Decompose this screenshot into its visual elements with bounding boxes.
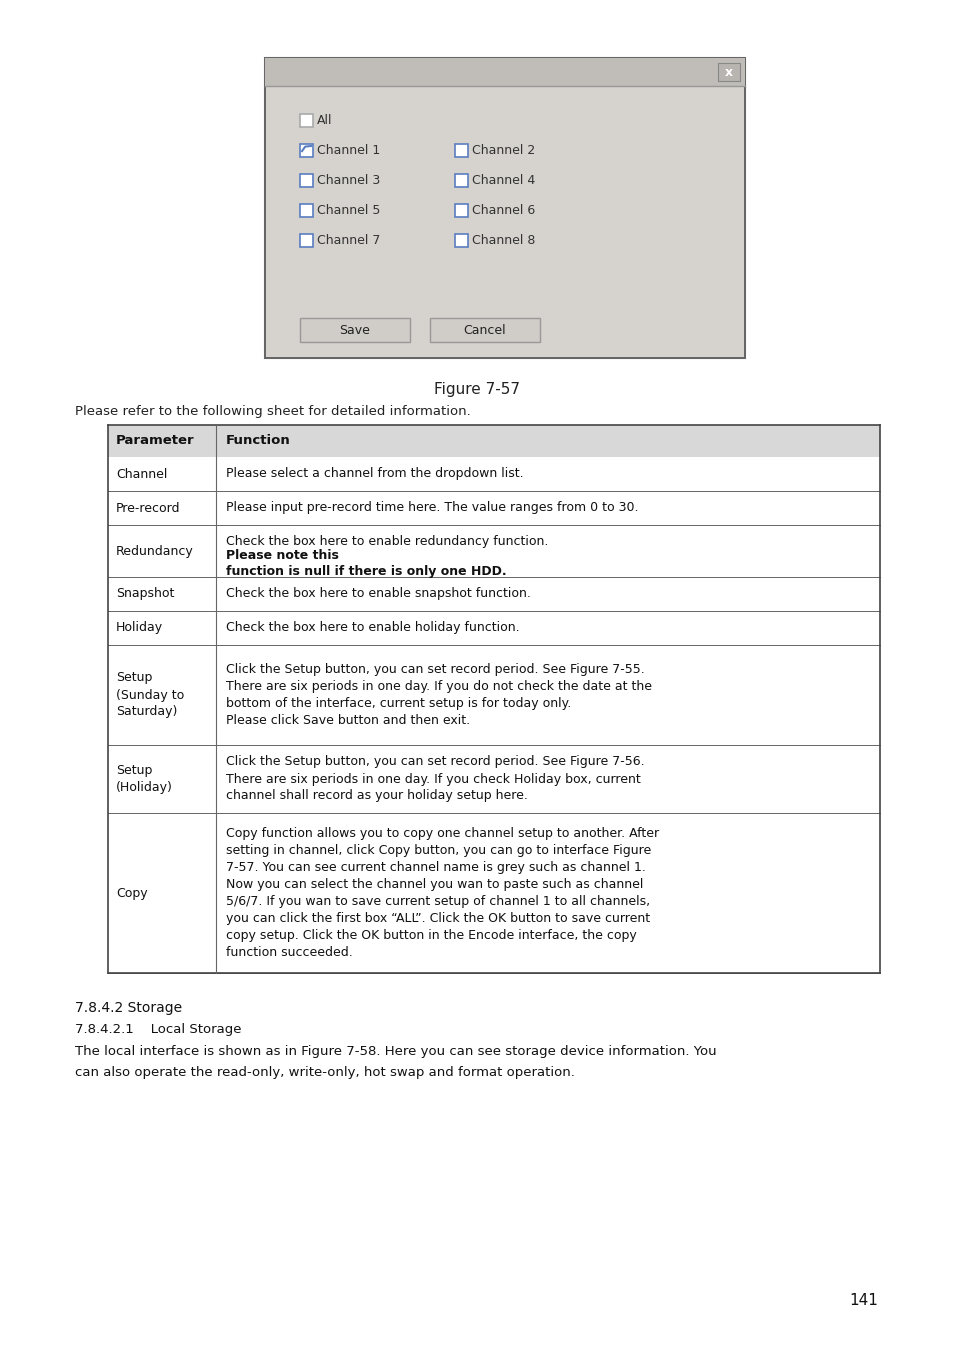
Text: Pre-record: Pre-record (116, 501, 180, 514)
Bar (108, 745, 879, 813)
Bar (299, 234, 313, 247)
Text: Please select a channel from the dropdown list.: Please select a channel from the dropdow… (226, 467, 523, 481)
Bar (455, 234, 468, 247)
Text: Please input pre-record time here. The value ranges from 0 to 30.: Please input pre-record time here. The v… (226, 501, 638, 514)
Bar (299, 144, 313, 157)
Bar (718, 63, 740, 81)
Text: 141: 141 (848, 1293, 877, 1308)
Text: Parameter: Parameter (116, 435, 194, 447)
Bar (108, 458, 879, 491)
Bar (455, 174, 468, 188)
Text: Click the Setup button, you can set record period. See Figure 7-55.
There are si: Click the Setup button, you can set reco… (226, 663, 651, 728)
Bar (265, 58, 744, 358)
Text: Save: Save (339, 324, 370, 336)
Bar (265, 58, 744, 86)
Text: Please refer to the following sheet for detailed information.: Please refer to the following sheet for … (75, 405, 470, 418)
Text: Channel 5: Channel 5 (316, 204, 380, 217)
Text: Channel 6: Channel 6 (472, 204, 535, 217)
Bar (108, 645, 879, 745)
Text: Redundancy: Redundancy (116, 544, 193, 558)
Bar (455, 144, 468, 157)
Bar (299, 204, 313, 217)
Bar (455, 204, 468, 217)
Bar (430, 319, 539, 342)
Bar (108, 491, 879, 525)
Text: Channel 7: Channel 7 (316, 234, 380, 247)
Text: Figure 7-57: Figure 7-57 (434, 382, 519, 397)
Text: Click the Setup button, you can set record period. See Figure 7-56.
There are si: Click the Setup button, you can set reco… (226, 756, 644, 802)
Text: Channel 3: Channel 3 (316, 174, 380, 188)
Text: Channel 2: Channel 2 (472, 144, 535, 157)
Bar (108, 612, 879, 645)
Text: Check the box here to enable holiday function.: Check the box here to enable holiday fun… (226, 621, 519, 634)
Text: Function: Function (226, 435, 291, 447)
Bar (108, 813, 879, 973)
Text: Please note this
function is null if there is only one HDD.: Please note this function is null if the… (226, 549, 506, 579)
Text: Holiday: Holiday (116, 621, 163, 634)
Bar (299, 113, 313, 127)
Text: Channel 4: Channel 4 (472, 174, 535, 188)
Text: Setup
(Sunday to
Saturday): Setup (Sunday to Saturday) (116, 671, 184, 718)
Text: Snapshot: Snapshot (116, 587, 174, 601)
Text: Channel 1: Channel 1 (316, 144, 380, 157)
Text: Channel: Channel (116, 467, 167, 481)
Bar (108, 525, 879, 576)
Bar (108, 425, 879, 458)
Bar (299, 174, 313, 188)
Bar (108, 576, 879, 612)
Text: Check the box here to enable snapshot function.: Check the box here to enable snapshot fu… (226, 587, 530, 601)
Text: Copy: Copy (116, 887, 148, 899)
Text: Copy function allows you to copy one channel setup to another. After
setting in : Copy function allows you to copy one cha… (226, 828, 659, 958)
Text: The local interface is shown as in Figure 7-58. Here you can see storage device : The local interface is shown as in Figur… (75, 1045, 716, 1079)
Text: All: All (316, 113, 333, 127)
Text: Channel 8: Channel 8 (472, 234, 535, 247)
Text: Check the box here to enable redundancy function.: Check the box here to enable redundancy … (226, 535, 552, 548)
Bar (266, 86, 743, 356)
Text: 7.8.4.2 Storage: 7.8.4.2 Storage (75, 1000, 182, 1015)
Bar (299, 319, 410, 342)
Text: x: x (724, 66, 732, 78)
Text: Setup
(Holiday): Setup (Holiday) (116, 764, 172, 794)
Text: Cancel: Cancel (463, 324, 506, 336)
Text: 7.8.4.2.1    Local Storage: 7.8.4.2.1 Local Storage (75, 1023, 241, 1035)
